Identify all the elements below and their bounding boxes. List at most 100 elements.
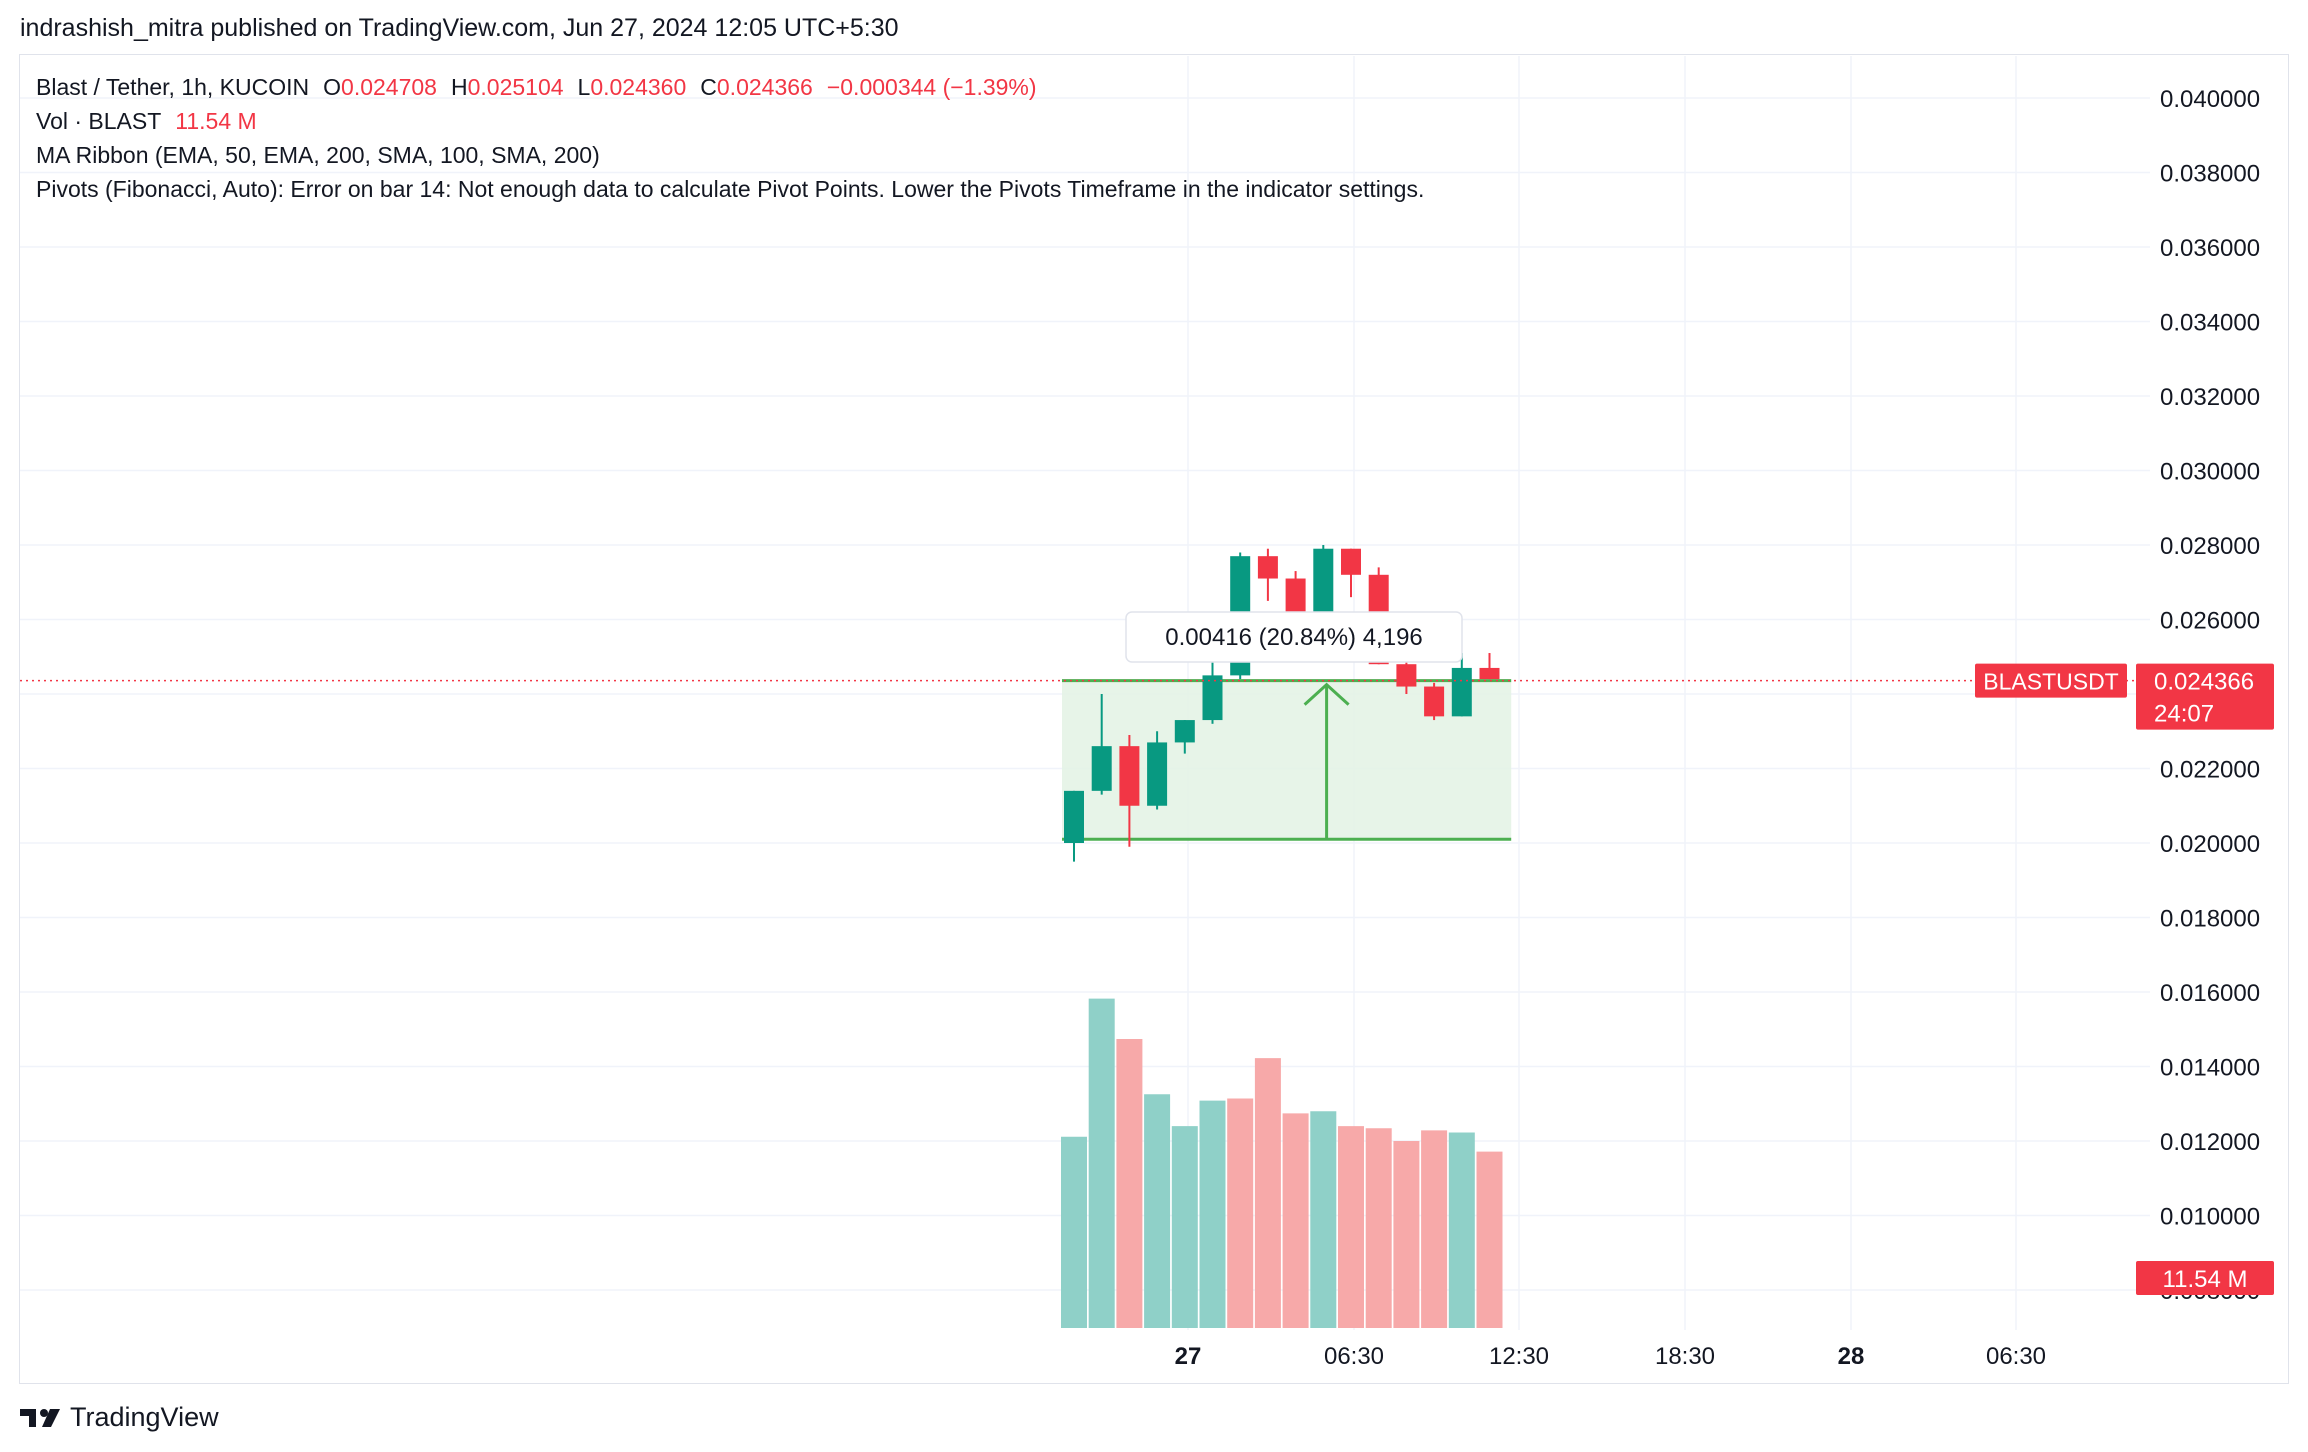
price-tick-label: 0.026000: [2160, 608, 2260, 635]
price-tick-label: 0.038000: [2160, 161, 2260, 188]
open-value: 0.024708: [341, 74, 437, 100]
price-tick-label: 0.012000: [2160, 1129, 2260, 1156]
time-tick-label: 06:30: [1986, 1343, 2046, 1370]
brand-name: TradingView: [70, 1402, 219, 1432]
countdown-label: 24:07: [2154, 701, 2214, 728]
candle-body: [1119, 746, 1140, 806]
symbol-title[interactable]: Blast / Tether, 1h, KUCOIN: [36, 74, 310, 100]
volume-bar: [1365, 1128, 1392, 1328]
volume-badge: [2136, 1261, 2274, 1295]
candle-body: [1341, 548, 1361, 575]
volume-value: 11.54 M: [175, 108, 257, 134]
candle-body: [1396, 664, 1417, 687]
price-badges: BLASTUSDT 0.024366 24:07 11.54 M: [1975, 663, 2274, 1295]
time-tick-label: 28: [1838, 1343, 1865, 1370]
close-label: C: [700, 74, 717, 100]
price-tick-label: 0.014000: [2160, 1055, 2260, 1082]
footer-brand[interactable]: TradingView: [20, 1402, 219, 1433]
volume-bars: [1061, 998, 1503, 1328]
legend-ohlc-row: Blast / Tether, 1h, KUCOIN O0.024708 H0.02…: [36, 70, 1424, 104]
candle-body: [1313, 548, 1334, 631]
price-tick-label: 0.028000: [2160, 533, 2260, 560]
volume-bar: [1144, 1094, 1171, 1328]
price-tick-label: 0.036000: [2160, 235, 2260, 262]
candle-body: [1091, 746, 1112, 791]
price-tick-label: 0.040000: [2160, 86, 2260, 113]
price-tick-label: 0.020000: [2160, 831, 2260, 858]
price-tick-label: 0.034000: [2160, 310, 2260, 337]
candle-body: [1479, 667, 1500, 680]
chart-legend: Blast / Tether, 1h, KUCOIN O0.024708 H0.02…: [36, 70, 1424, 206]
volume-bar: [1088, 998, 1115, 1328]
tradingview-logo-icon: [20, 1408, 60, 1427]
low-label: L: [577, 74, 591, 100]
last-price-badge-label: 0.024366: [2154, 669, 2254, 696]
candle-body: [1147, 742, 1168, 806]
candle-body: [1202, 675, 1223, 721]
symbol-badge: [1975, 663, 2127, 698]
candle: [1119, 734, 1140, 847]
candle: [1202, 656, 1223, 724]
volume-bar: [1254, 1058, 1281, 1328]
volume-label: Vol · BLAST: [36, 108, 162, 134]
candle-body: [1174, 720, 1195, 743]
volume-bar: [1448, 1132, 1475, 1328]
low-value: 0.024360: [590, 74, 687, 100]
volume-bar: [1199, 1100, 1226, 1328]
candle-body: [1424, 686, 1445, 717]
price-tick-label: 0.010000: [2160, 1204, 2260, 1231]
chart-frame[interactable]: [19, 54, 2289, 1384]
candle: [1341, 548, 1361, 598]
measure-arrow-head: [1303, 682, 1350, 706]
publish-info: indrashish_mitra published on TradingVie…: [20, 14, 899, 42]
price-tick-label: 0.030000: [2160, 459, 2260, 486]
candle-body: [1257, 556, 1278, 579]
ma-ribbon-label: MA Ribbon (EMA, 50, EMA, 200, SMA, 100, …: [36, 142, 600, 168]
candle-body: [1451, 667, 1472, 717]
price-axis: 0.040000 0.038000 0.036000 0.034000 0.032000…: [2160, 86, 2260, 1305]
candle: [1257, 548, 1278, 601]
time-tick-label: 06:30: [1324, 1343, 1384, 1370]
measure-label-text: 0.00416 (20.84%) 4,196: [1165, 624, 1423, 651]
volume-bar: [1476, 1151, 1503, 1328]
pivots-error-label: Pivots (Fibonacci, Auto): Error on bar 1…: [36, 176, 1425, 202]
volume-bar: [1116, 1039, 1143, 1328]
legend-volume-row[interactable]: Vol · BLAST 11.54 M: [36, 104, 1424, 138]
high-label: H: [450, 74, 468, 100]
time-tick-label: 27: [1175, 1343, 1202, 1370]
time-tick-label: 18:30: [1655, 1343, 1715, 1370]
volume-bar: [1310, 1111, 1337, 1328]
price-tick-label: 0.032000: [2160, 384, 2260, 411]
volume-bar: [1282, 1113, 1309, 1328]
price-tick-label: 0.018000: [2160, 906, 2260, 933]
candle: [1424, 682, 1445, 721]
close-value: 0.024366: [716, 74, 813, 100]
volume-bar: [1061, 1136, 1087, 1328]
volume-bar: [1421, 1130, 1448, 1328]
volume-bar: [1171, 1126, 1198, 1328]
legend-pivots-row[interactable]: Pivots (Fibonacci, Auto): Error on bar 1…: [36, 172, 1424, 206]
candle: [1147, 731, 1168, 810]
volume-bar: [1338, 1126, 1364, 1328]
candles: [1064, 545, 1500, 862]
time-tick-label: 12:30: [1489, 1343, 1549, 1370]
high-value: 0.025104: [467, 74, 564, 100]
candle: [1174, 720, 1195, 754]
measure-label-box: [1125, 611, 1463, 663]
candle: [1064, 790, 1084, 862]
volume-bar: [1227, 1098, 1254, 1328]
time-axis: 27 06:30 12:30 18:30 28 06:30: [1175, 1343, 2046, 1370]
candle: [1091, 694, 1112, 795]
open-label: O: [323, 74, 342, 100]
legend-ma-ribbon-row[interactable]: MA Ribbon (EMA, 50, EMA, 200, SMA, 100, …: [36, 138, 1424, 172]
price-tick-label: 0.022000: [2160, 757, 2260, 784]
change-value: −0.000344 (−1.39%): [826, 74, 1037, 100]
candle-body: [1064, 790, 1084, 843]
volume-bar: [1393, 1141, 1420, 1328]
measure-label: 0.00416 (20.84%) 4,196: [1125, 611, 1463, 663]
price-tick-label: 0.016000: [2160, 980, 2260, 1007]
last-price-badge: [2136, 663, 2274, 730]
candle: [1479, 653, 1500, 680]
volume-badge-label: 11.54 M: [2163, 1266, 2248, 1293]
